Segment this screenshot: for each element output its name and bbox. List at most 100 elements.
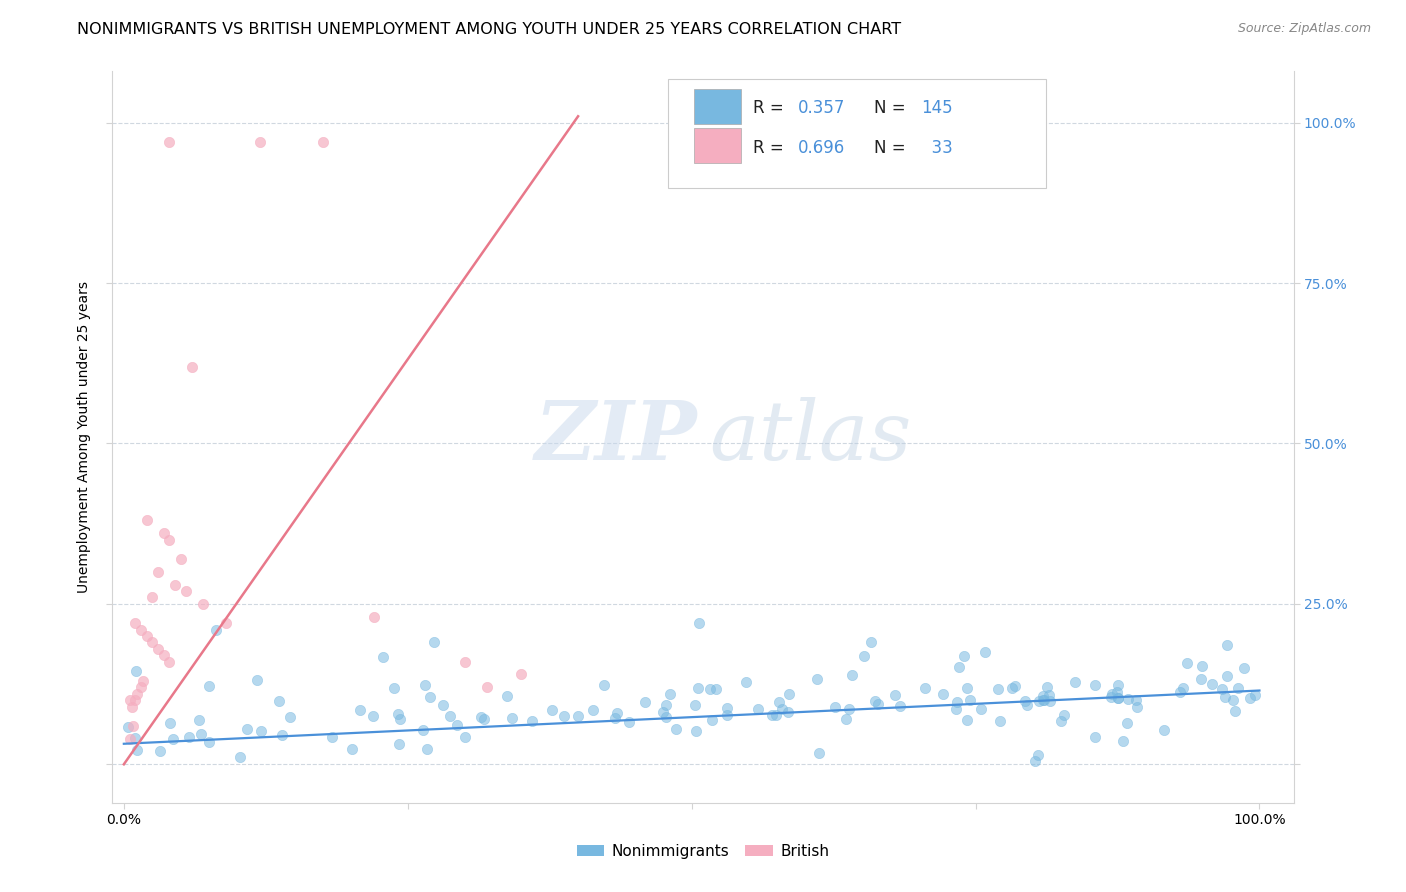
Point bbox=[1222, 693, 1244, 707]
Point bbox=[889, 699, 911, 714]
Point bbox=[1201, 677, 1223, 691]
Point bbox=[688, 616, 710, 631]
Point bbox=[387, 707, 409, 722]
Point bbox=[761, 708, 783, 723]
Bar bbox=[693, 89, 741, 124]
Point bbox=[157, 135, 180, 149]
Point bbox=[884, 689, 907, 703]
Point bbox=[956, 681, 979, 695]
Point bbox=[1175, 656, 1198, 670]
Point bbox=[1112, 733, 1135, 747]
Point bbox=[1244, 689, 1267, 703]
Point bbox=[1211, 681, 1233, 696]
Point bbox=[1191, 659, 1213, 673]
Text: Source: ZipAtlas.com: Source: ZipAtlas.com bbox=[1237, 22, 1371, 36]
Point bbox=[1039, 694, 1062, 708]
Point bbox=[1107, 678, 1129, 692]
Point bbox=[510, 667, 533, 681]
Point bbox=[685, 723, 707, 738]
Point bbox=[735, 674, 758, 689]
Point bbox=[747, 702, 769, 716]
Point bbox=[1026, 748, 1049, 763]
Point bbox=[952, 648, 974, 663]
Point bbox=[824, 700, 846, 714]
Point bbox=[1000, 681, 1022, 696]
Point bbox=[149, 744, 172, 758]
Point bbox=[271, 728, 294, 742]
Point bbox=[321, 730, 343, 744]
Point bbox=[1064, 675, 1087, 690]
Point bbox=[1107, 691, 1129, 706]
Point bbox=[122, 719, 145, 733]
Point bbox=[1171, 681, 1194, 695]
Point bbox=[446, 718, 468, 732]
Point bbox=[685, 698, 707, 713]
Point bbox=[193, 597, 215, 611]
Point bbox=[228, 750, 250, 764]
Point bbox=[1014, 694, 1036, 708]
Point bbox=[863, 694, 886, 708]
Text: N =: N = bbox=[875, 99, 911, 117]
Point bbox=[1233, 661, 1256, 675]
Point bbox=[1004, 679, 1026, 693]
Point bbox=[686, 681, 709, 695]
Point bbox=[1024, 754, 1046, 768]
Point bbox=[135, 629, 157, 643]
Point bbox=[384, 681, 406, 696]
Point bbox=[716, 701, 738, 715]
Point bbox=[177, 731, 200, 745]
Point bbox=[236, 723, 259, 737]
Point bbox=[152, 648, 174, 663]
Legend: Nonimmigrants, British: Nonimmigrants, British bbox=[571, 838, 835, 864]
Text: R =: R = bbox=[752, 138, 789, 157]
Point bbox=[948, 659, 970, 673]
Point bbox=[1017, 698, 1039, 712]
Point bbox=[1153, 723, 1175, 738]
Point bbox=[1107, 685, 1129, 699]
Point bbox=[416, 742, 439, 756]
Point bbox=[1032, 693, 1054, 707]
Point bbox=[157, 655, 180, 669]
Point bbox=[162, 731, 184, 746]
Point bbox=[249, 724, 271, 739]
Point bbox=[439, 708, 461, 723]
Point bbox=[582, 703, 605, 717]
Point bbox=[388, 713, 411, 727]
Point bbox=[1168, 685, 1191, 699]
Point bbox=[770, 702, 793, 716]
Point bbox=[169, 552, 191, 566]
Point bbox=[181, 359, 204, 374]
Point bbox=[349, 703, 371, 717]
Point bbox=[1118, 692, 1140, 706]
Point bbox=[496, 689, 519, 703]
Point bbox=[593, 678, 616, 692]
Point bbox=[477, 681, 499, 695]
Point bbox=[125, 664, 148, 678]
Point bbox=[419, 690, 441, 704]
Point bbox=[215, 616, 238, 631]
Point bbox=[198, 735, 221, 749]
Point bbox=[124, 693, 146, 707]
Point bbox=[412, 723, 434, 737]
Point bbox=[280, 710, 302, 724]
Point bbox=[768, 695, 790, 709]
Point bbox=[553, 709, 575, 723]
Text: 0.357: 0.357 bbox=[797, 99, 845, 117]
Point bbox=[1223, 704, 1246, 718]
Point bbox=[157, 533, 180, 547]
Point bbox=[159, 716, 181, 731]
Point bbox=[432, 698, 454, 713]
Point bbox=[634, 695, 657, 709]
Point bbox=[860, 634, 883, 648]
Point bbox=[118, 693, 141, 707]
Point bbox=[659, 687, 682, 701]
Point bbox=[704, 681, 727, 696]
Point bbox=[249, 135, 271, 149]
Point bbox=[342, 742, 364, 756]
FancyBboxPatch shape bbox=[668, 78, 1046, 188]
Point bbox=[1227, 681, 1250, 695]
Point bbox=[838, 701, 860, 715]
Point bbox=[472, 712, 495, 726]
Point bbox=[141, 591, 163, 605]
Point bbox=[1215, 669, 1237, 683]
